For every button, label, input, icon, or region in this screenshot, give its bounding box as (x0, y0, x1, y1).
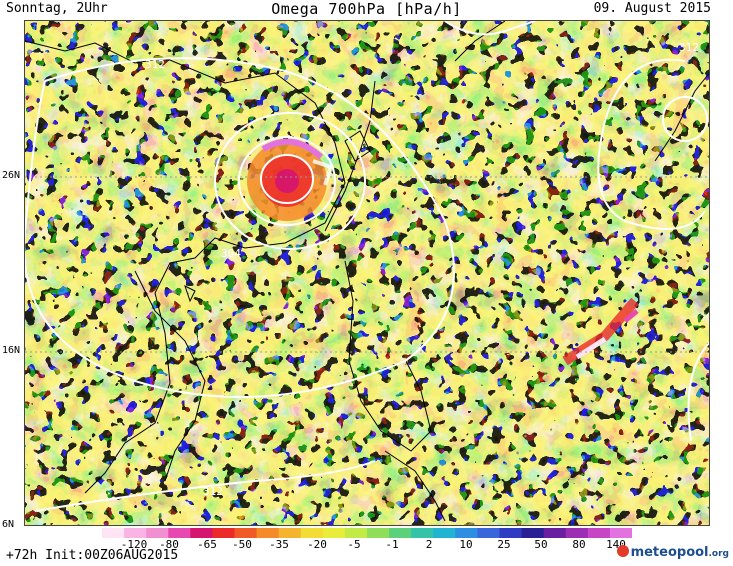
colorbar-tick: 25 (497, 538, 511, 551)
colorbar-tick: -80 (159, 538, 179, 551)
colorbar-cell (477, 528, 500, 538)
forecast-day-label: Sonntag, 2Uhr (6, 1, 108, 16)
colorbar-cell (344, 528, 368, 538)
colorbar-cell (587, 528, 611, 538)
colorbar-tick: 50 (534, 538, 548, 551)
colorbar-cell (433, 528, 456, 538)
colorbar-cell (322, 528, 346, 538)
colorbar-cell (367, 528, 390, 538)
logo-tld: .org (708, 549, 729, 559)
omega-field-extremes (25, 21, 709, 525)
logo-icon (616, 545, 629, 557)
isobar-label-312-east: 312 (679, 41, 699, 54)
colorbar-cell (124, 528, 147, 538)
colorbar-tick: 2 (425, 538, 433, 551)
colorbar-tick: -120 (120, 538, 148, 551)
colorbar-cell (278, 528, 302, 538)
colorbar-cell (212, 528, 235, 538)
colorbar-tick: -65 (197, 538, 217, 551)
logo-text: meteopool (630, 545, 709, 560)
colorbar-ticks: -120 -80 -65 -50 -35 -20 -5 -1 2 10 25 5… (0, 538, 733, 552)
colorbar-cell (256, 528, 280, 538)
isobar-label-304: 304 (221, 247, 241, 260)
convective-band (562, 297, 639, 366)
colorbar-cell (234, 528, 258, 538)
colorbar-cell (389, 528, 412, 538)
meteopool-logo[interactable]: meteopool.org (616, 545, 729, 560)
coastlines (25, 21, 709, 522)
colorbar-cell (300, 528, 324, 538)
colorbar-cell (146, 528, 169, 538)
latitude-label-6n: 6N (2, 519, 15, 530)
colorbar-cell (168, 528, 191, 538)
isobar-label-312-south: 312 (203, 485, 223, 498)
latitude-label-26n: 26N (2, 170, 21, 181)
colorbar-cell (411, 528, 434, 538)
colorbar (102, 528, 632, 538)
colorbar-cell (190, 528, 213, 538)
colorbar-tick: 10 (459, 538, 473, 551)
colorbar-tick: -20 (307, 538, 327, 551)
colorbar-tick: 80 (572, 538, 586, 551)
isobar-label-312-north: 312 (145, 58, 165, 71)
colorbar-cell (102, 528, 125, 538)
colorbar-cell (565, 528, 589, 538)
colorbar-cell (499, 528, 523, 538)
latitude-label-16n: 16N (2, 345, 21, 356)
colorbar-tick: -50 (232, 538, 252, 551)
colorbar-tick: -1 (385, 538, 399, 551)
forecast-init-label: +72h Init:00Z06AUG2015 (6, 548, 179, 563)
chart-title: Omega 700hPa [hPa/h] (271, 0, 462, 18)
colorbar-tick: -5 (347, 538, 361, 551)
colorbar-cell (455, 528, 478, 538)
colorbar-tick: -35 (269, 538, 289, 551)
forecast-date: 09. August 2015 (593, 1, 711, 16)
typhoon-vortex (247, 138, 334, 221)
colorbar-cell (521, 528, 545, 538)
weather-map: 312 304 312 312 (24, 20, 710, 526)
isobars (25, 21, 709, 512)
colorbar-cell (543, 528, 567, 538)
colorbar-cell (609, 528, 632, 538)
